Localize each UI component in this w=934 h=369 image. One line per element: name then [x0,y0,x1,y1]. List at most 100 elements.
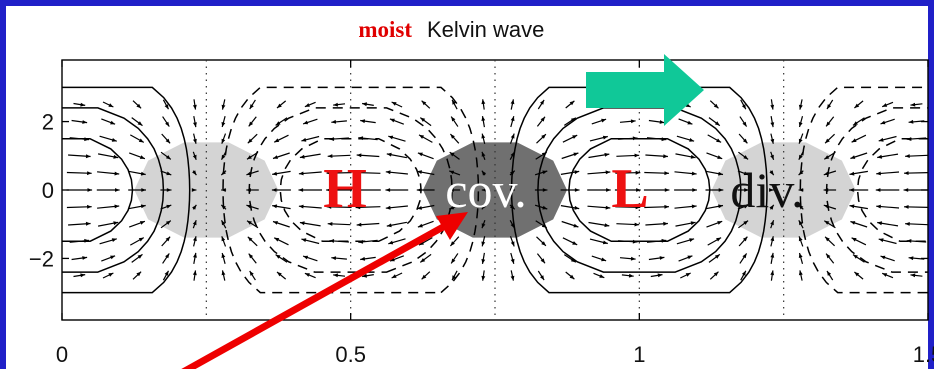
wind-vector-315 [877,153,899,159]
wind-vector-172 [509,151,516,160]
wind-vector-119 [360,119,376,124]
wind-vector-70 [246,204,259,210]
vector-head [510,133,515,139]
vector-head [417,170,422,174]
vector-head [108,273,114,277]
wind-vector-56 [221,252,226,264]
wind-vector-229 [648,119,665,124]
vector-head [687,255,693,260]
wind-vector-13 [99,238,117,245]
vector-head [714,254,720,259]
vector-head [165,138,171,144]
wind-vector-32 [132,100,142,109]
wind-vector-272 [770,133,775,144]
wind-vector-225 [643,188,670,192]
vector-head [385,205,391,210]
vector-head [82,120,88,124]
vector-head [298,188,304,192]
vector-head [136,103,142,109]
vector-head [572,135,578,139]
wind-vector-102 [327,222,351,226]
wind-vector-296 [826,99,834,110]
vector-head [249,104,254,109]
vector-head [271,188,277,192]
wind-vector-92 [298,204,322,209]
wind-vector-60 [221,188,227,192]
vector-head [850,221,856,225]
vector-head [277,272,282,277]
vector-head [878,238,884,243]
wind-vector-218 [619,119,636,124]
vector-head [853,121,858,126]
vector-head [880,255,886,260]
wind-vector-75 [248,116,257,127]
wind-vector-318 [881,101,894,108]
wind-vector-247 [705,188,724,192]
wind-vector-303 [849,170,868,176]
wind-vector-66 [249,270,256,281]
wind-vector-174 [510,116,515,128]
wind-vector-322 [905,222,928,226]
vector-head [327,154,333,158]
wind-vector-64 [221,116,226,128]
contour-3-5 [856,137,928,243]
vector-head [327,222,333,226]
wind-vector-132 [421,271,431,280]
wind-vector-263 [740,99,747,110]
vector-head [115,188,120,192]
wind-vector-286 [826,270,834,281]
vector-head [743,204,749,209]
wind-vector-314 [876,171,900,176]
vector-head [826,253,831,259]
vector-head [360,119,366,124]
wind-vector-85 [273,134,289,143]
vector-head [854,272,860,277]
wind-vector-155 [481,252,486,265]
wind-vector-12 [101,255,116,262]
vector-head [193,138,197,144]
vector-head [713,103,719,109]
vector-head [303,255,309,260]
vector-head [602,135,608,140]
wind-vector-125 [385,205,408,210]
wind-vector-25 [128,220,146,228]
wind-vector-262 [739,116,748,127]
vector-head [416,188,422,192]
title-prefix: moist [358,17,412,42]
vector-head [689,138,695,142]
wind-vector-23 [131,253,143,263]
wind-vector-19 [99,135,117,142]
wind-vector-153 [451,99,458,110]
vector-head [882,103,888,107]
vector-head [110,255,116,260]
wind-vector-45 [193,252,197,265]
vector-head [192,104,197,110]
wind-vector-264 [770,270,775,281]
wind-vector-150 [449,151,460,160]
vector-head [604,152,610,157]
wind-vector-170 [509,188,515,192]
wind-vector-73 [246,151,259,160]
wind-vector-91 [299,221,321,227]
vector-head [634,222,640,227]
vector-head [193,122,197,128]
wind-vector-183 [535,151,548,160]
contour-0-2 [62,86,191,294]
wind-vector-61 [220,170,227,176]
wind-vector-110 [362,273,374,278]
wind-vector-280 [798,188,804,192]
high-pressure-label: H [323,158,367,220]
vector-head [139,221,145,225]
vector-head [569,274,575,280]
vector-head [87,188,93,192]
wind-vector-31 [131,117,143,127]
wind-vector-8 [69,137,90,142]
wind-vector-295 [825,116,835,127]
wind-vector-293 [823,151,836,160]
y-tick-label-2: −2 [29,246,54,271]
vector-head [661,137,667,142]
vector-head [770,154,774,160]
wind-vector-308 [881,272,894,279]
contour-1-5 [279,137,422,243]
